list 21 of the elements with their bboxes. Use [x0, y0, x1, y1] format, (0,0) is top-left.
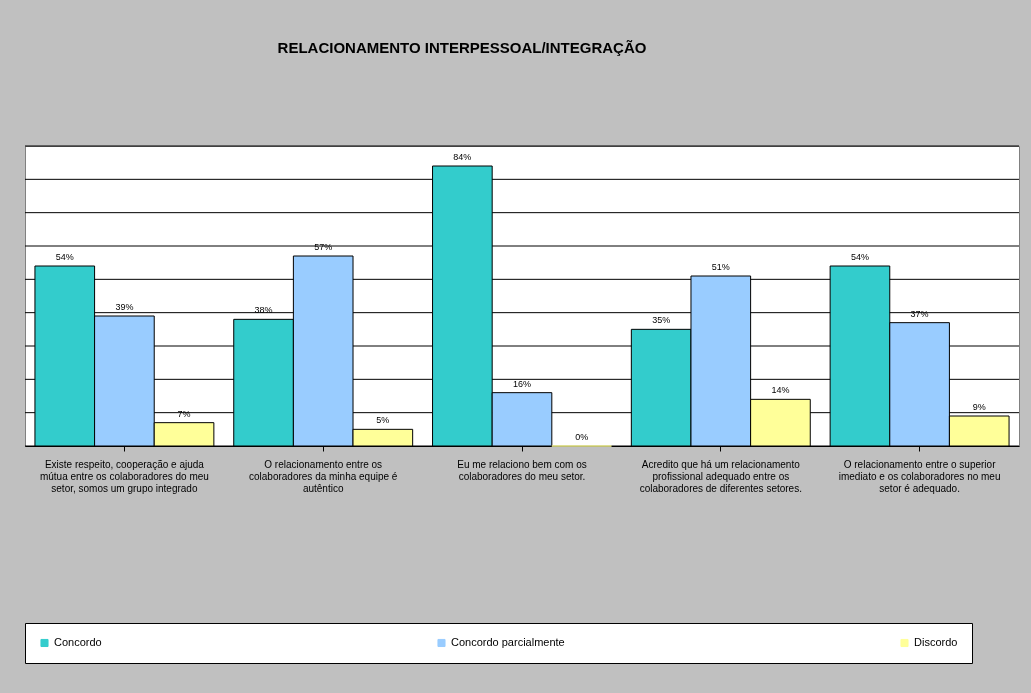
data-label: 9%: [972, 402, 986, 412]
x-tick-label: O relacionamento entre o superior imediato e os colaboradores no meu setor é adequado.: [838, 458, 1001, 494]
data-label: 5%: [376, 415, 390, 426]
data-label: 0%: [575, 432, 589, 442]
x-tick-label: Eu me relaciono bem com os colaboradores do meu setor.: [457, 458, 587, 482]
x-tick-label: Existe respeito, cooperação e ajuda mútua entre os colaboradores do meu setor, somos um grupo integrado: [39, 458, 209, 494]
data-label: 51%: [711, 262, 730, 272]
data-label: 14%: [771, 385, 790, 396]
legend-label: Discordo: [914, 635, 958, 648]
x-tick-label: O relacionamento entre os colaboradores da minha equipe é autêntico: [248, 458, 398, 494]
data-label: 57%: [314, 242, 333, 252]
data-label: 54%: [55, 252, 74, 262]
x-tick-label: Acredito que há um relacionamento profissional adequado entre os colaboradores de diferentes setores.: [639, 458, 802, 494]
data-label: 84%: [453, 152, 472, 162]
legend-label: Concordo parcialmente: [451, 635, 565, 648]
chart-title: RELACIONAMENTO INTERPESSOAL/INTEGRAÇÃO: [277, 38, 647, 56]
data-label: 35%: [652, 315, 671, 326]
data-label: 16%: [512, 378, 532, 389]
legend-label: Concordo: [54, 635, 102, 648]
data-label: 39%: [115, 302, 134, 312]
data-label: 54%: [850, 252, 869, 262]
